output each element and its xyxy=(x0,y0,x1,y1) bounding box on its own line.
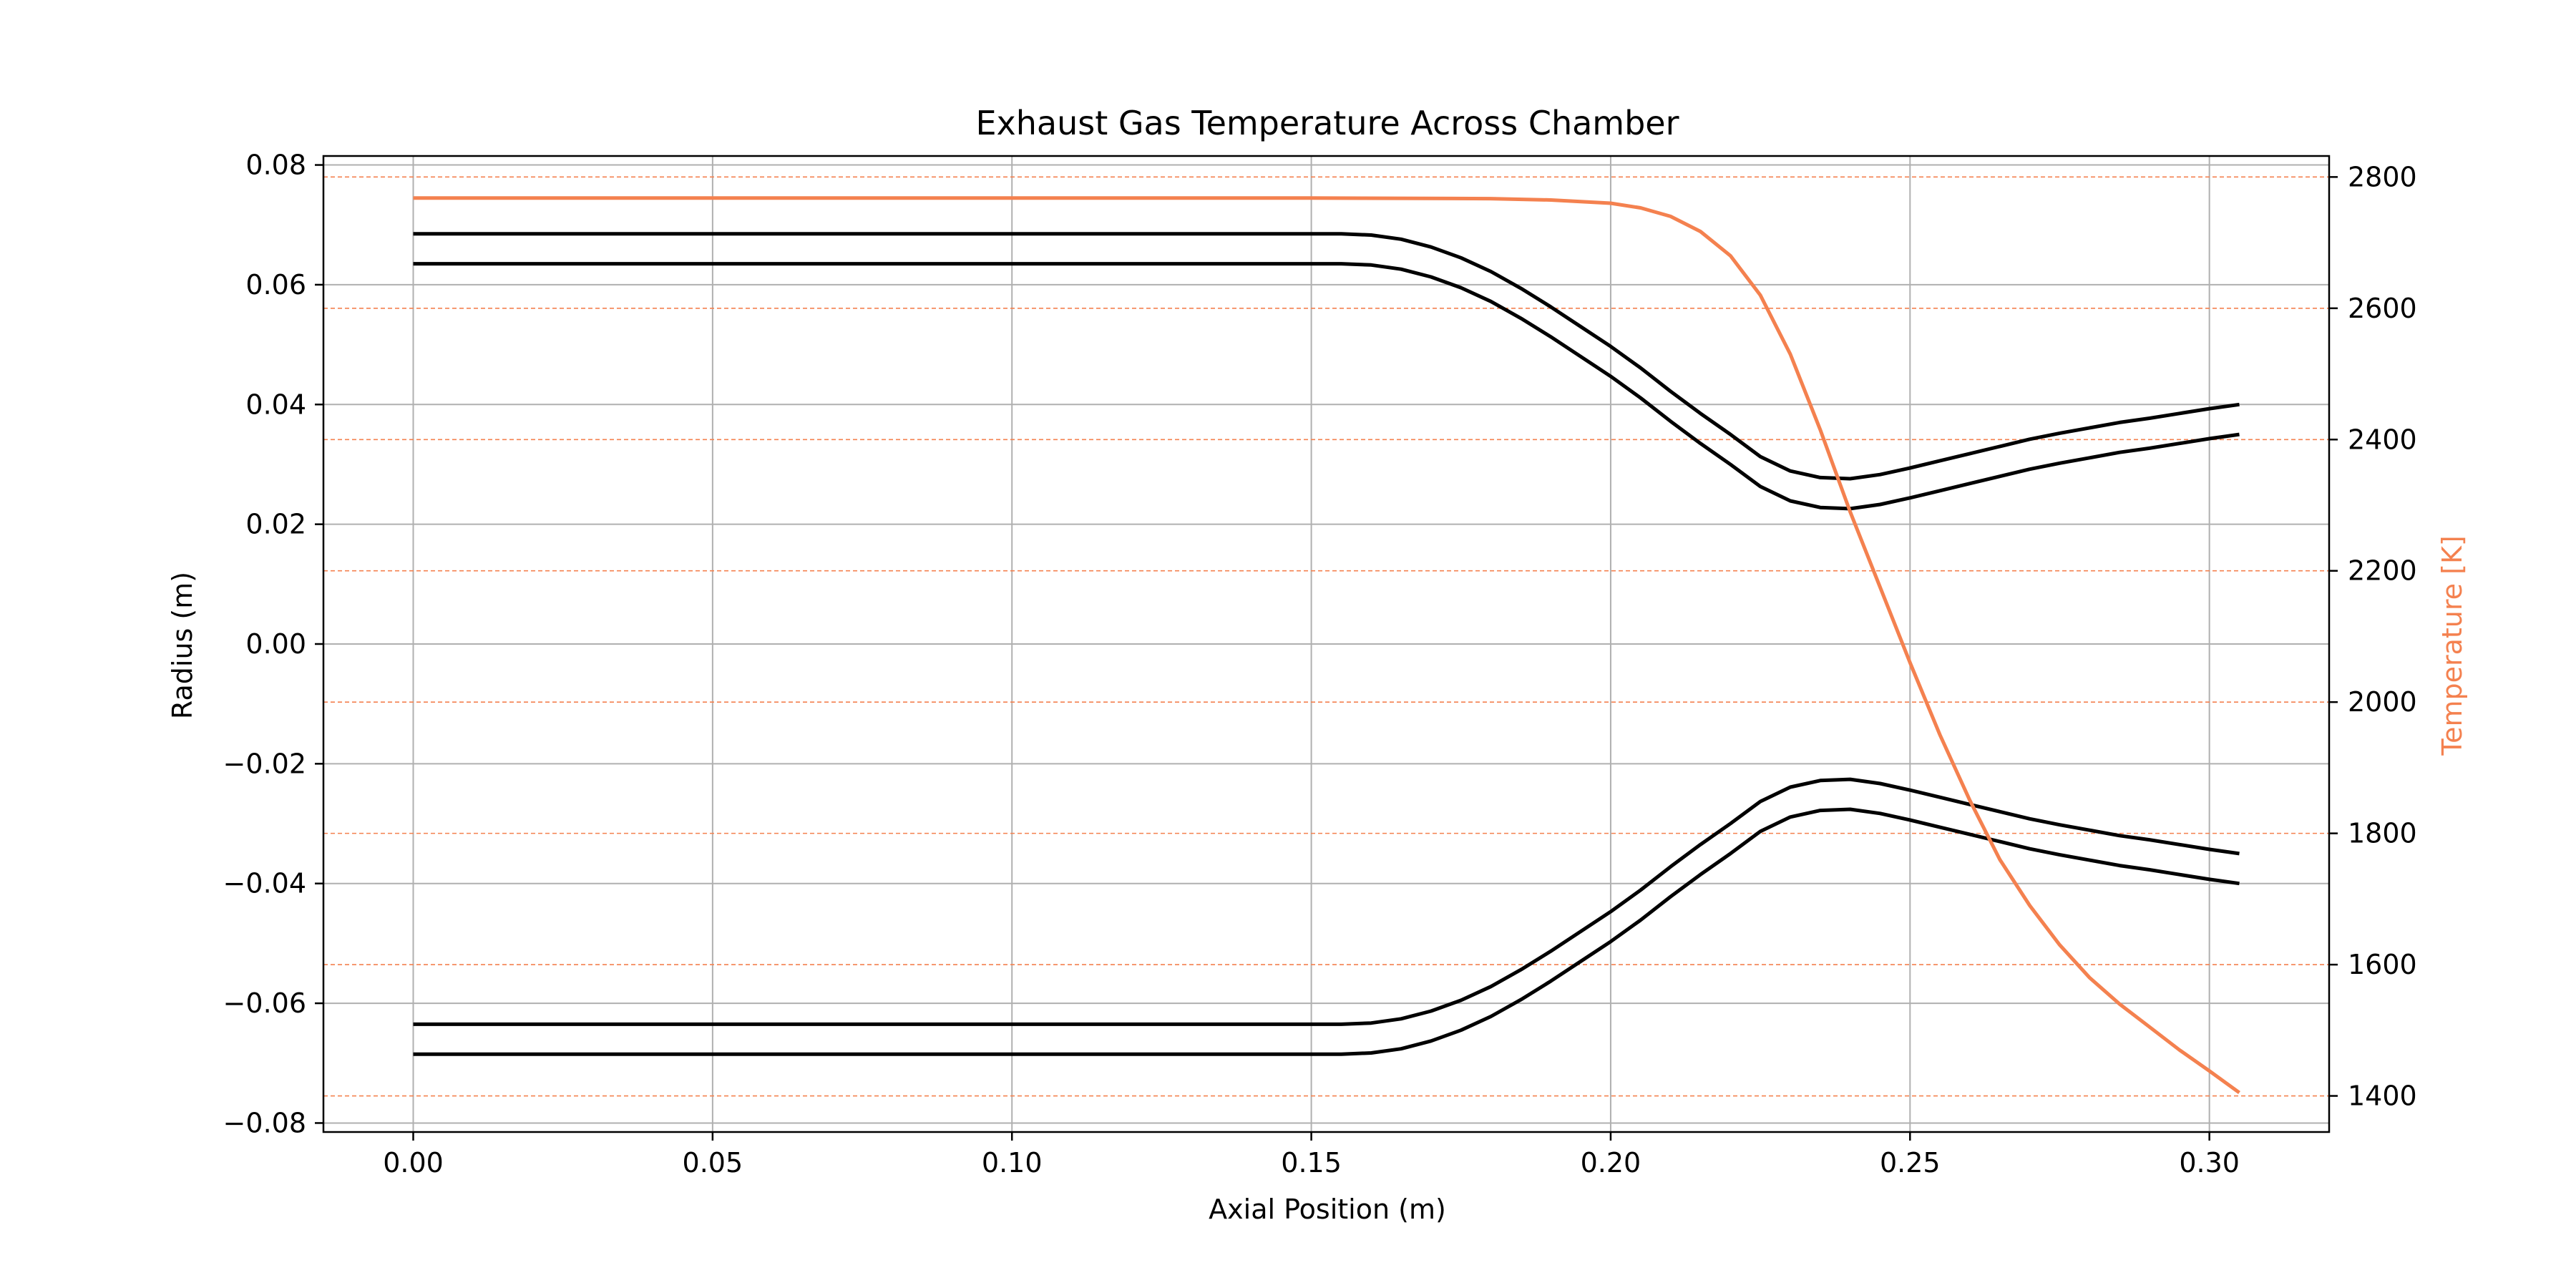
x-tick-label: 0.30 xyxy=(2179,1147,2240,1179)
y-tick-label: −0.02 xyxy=(223,748,306,779)
temperature-gridlines xyxy=(323,176,2329,1097)
y2-tick-label: 2800 xyxy=(2348,161,2417,192)
ticks: 0.00 0.05 0.10 0.15 0.20 0.25 0.30 0.08 0.06 0.04… xyxy=(223,150,2417,1179)
temperature-line xyxy=(413,196,2240,1095)
x-tick-label: 0.05 xyxy=(683,1147,743,1179)
y-tick-label: 0.08 xyxy=(245,150,306,181)
y-tick-label: −0.08 xyxy=(223,1107,306,1138)
x-tick-label: 0.15 xyxy=(1281,1147,1342,1179)
y-tick-label: 0.00 xyxy=(245,628,306,660)
y2-tick-label: 1600 xyxy=(2348,949,2417,980)
y2-tick-label: 1400 xyxy=(2348,1080,2417,1112)
plot-lines xyxy=(413,196,2240,1095)
x-tick-label: 0.25 xyxy=(1880,1147,1941,1179)
y-tick-label: 0.02 xyxy=(245,509,306,540)
y2-tick-label: 2200 xyxy=(2348,555,2417,587)
y2-tick-label: 2600 xyxy=(2348,293,2417,324)
x-axis-label: Axial Position (m) xyxy=(1209,1194,1446,1225)
y-tick-label: 0.06 xyxy=(245,269,306,301)
y-tick-label: −0.06 xyxy=(223,987,306,1019)
chamber-contour-line-4 xyxy=(413,807,2240,1056)
chamber-contour-line-2 xyxy=(413,262,2240,511)
y2-axis-label: Temperature [K] xyxy=(2436,535,2468,756)
y2-tick-label: 2000 xyxy=(2348,686,2417,718)
y-axis-label: Radius (m) xyxy=(167,572,198,719)
y-tick-label: −0.04 xyxy=(223,868,306,899)
x-tick-label: 0.00 xyxy=(383,1147,444,1179)
y-tick-label: 0.04 xyxy=(245,389,306,420)
chamber-contour-line-3 xyxy=(413,777,2240,1026)
y2-tick-label: 2400 xyxy=(2348,424,2417,455)
chamber-contour-line-1 xyxy=(413,232,2240,481)
grid xyxy=(323,156,2329,1132)
y2-tick-label: 1800 xyxy=(2348,818,2417,849)
chart-title: Exhaust Gas Temperature Across Chamber xyxy=(975,104,1679,142)
x-tick-label: 0.10 xyxy=(982,1147,1043,1179)
x-tick-label: 0.20 xyxy=(1581,1147,1641,1179)
